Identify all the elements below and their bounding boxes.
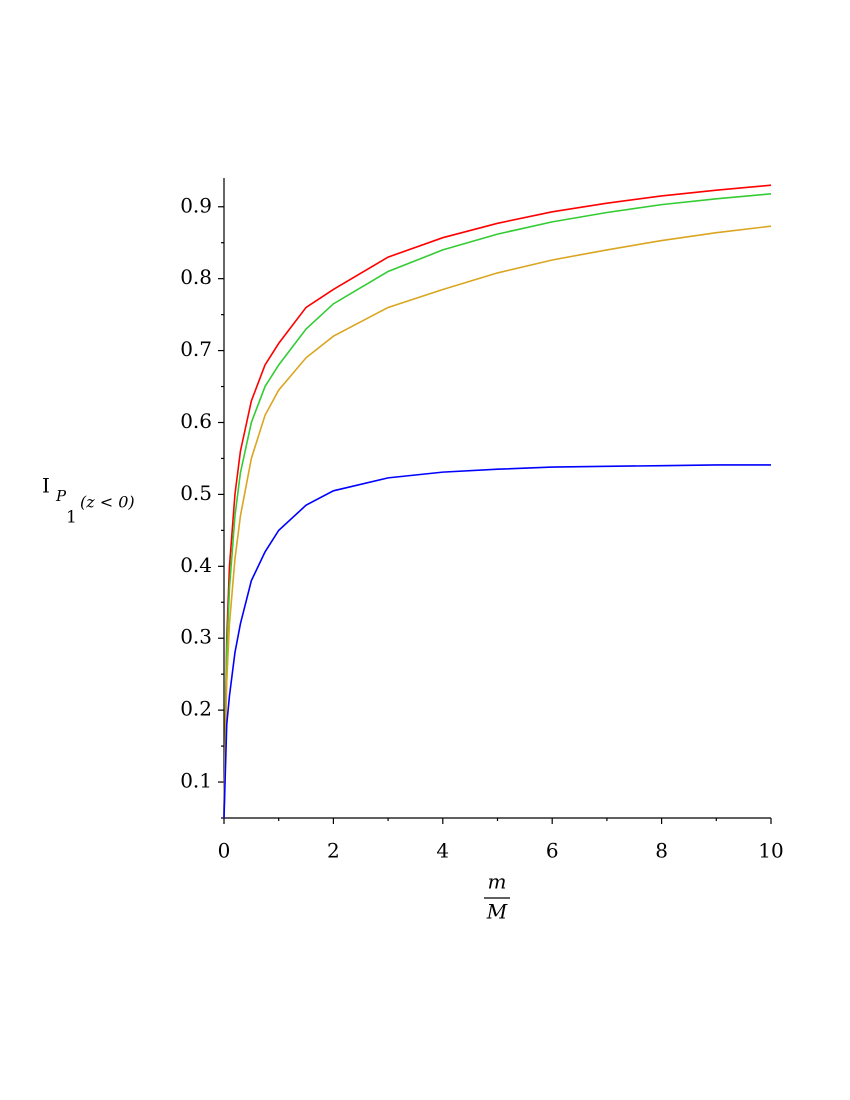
- x-label-numerator: m: [488, 870, 507, 894]
- series-line: [223, 464, 771, 819]
- y-label-sub: P: [55, 487, 67, 505]
- x-tick-label: 10: [758, 839, 783, 863]
- x-label-denominator: M: [486, 900, 508, 924]
- y-label-subsub: 1: [66, 508, 77, 528]
- y-tick-label: 0.7: [180, 337, 212, 361]
- y-tick-label: 0.4: [180, 553, 212, 577]
- y-tick-label: 0.1: [180, 769, 212, 793]
- series-line: [223, 225, 772, 819]
- series-line: [223, 193, 772, 819]
- y-tick-label: 0.8: [180, 265, 212, 289]
- x-tick-label: 2: [327, 839, 340, 863]
- x-tick-label: 8: [655, 839, 668, 863]
- x-tick-label: 6: [546, 839, 559, 863]
- y-label-arg: (z < 0): [80, 493, 135, 512]
- y-tick-label: 0.2: [180, 697, 212, 721]
- y-label-base: I: [42, 474, 50, 498]
- x-tick-label: 4: [436, 839, 449, 863]
- y-tick-label: 0.5: [180, 481, 212, 505]
- x-tick-label: 0: [218, 839, 231, 863]
- y-tick-label: 0.9: [180, 193, 212, 217]
- series-line: [223, 184, 772, 819]
- y-tick-label: 0.6: [180, 409, 212, 433]
- y-tick-label: 0.3: [180, 625, 212, 649]
